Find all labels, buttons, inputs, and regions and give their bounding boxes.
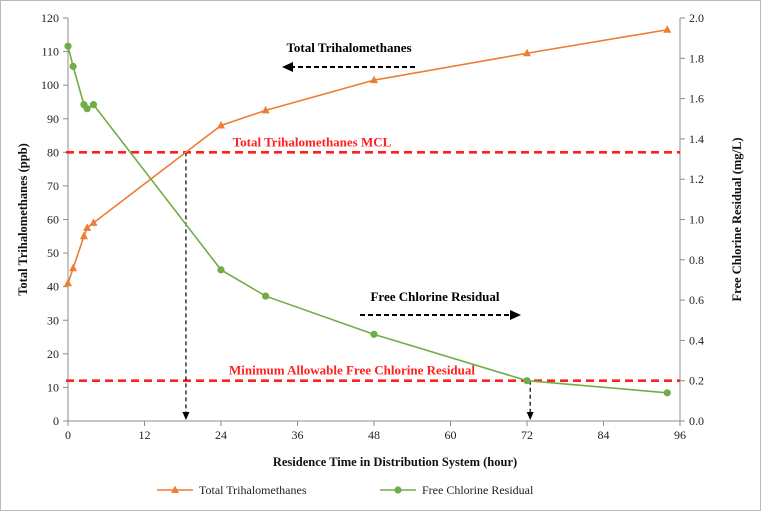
x-tick-label: 60 <box>445 428 457 442</box>
y-right-tick-label: 1.6 <box>689 92 704 106</box>
data-point-triangle <box>370 75 378 84</box>
reference-line-label: Total Trihalomethanes MCL <box>233 134 392 149</box>
data-point-circle <box>89 101 98 109</box>
y-left-tick-label: 70 <box>47 179 59 193</box>
y-right-tick-label: 0.8 <box>689 253 704 267</box>
data-point-circle <box>663 389 671 397</box>
data-point-circle <box>217 266 225 274</box>
data-point-circle <box>262 292 270 300</box>
x-tick-label: 36 <box>292 428 304 442</box>
data-point-circle <box>370 330 378 338</box>
y-right-tick-label: 2.0 <box>689 11 704 25</box>
legend-marker-triangle <box>171 485 179 493</box>
y-left-tick-label: 0 <box>53 414 59 428</box>
y-right-tick-label: 0.2 <box>689 374 704 388</box>
data-point-circle <box>69 62 77 70</box>
reference-lines: Total Trihalomethanes MCL Minimum Allowab… <box>66 134 680 420</box>
y-right-tick-label: 0.6 <box>689 293 704 307</box>
axes: 0 12 24 36 48 60 72 84 96 0 10 20 30 40 50 60 70 80 90 100 1… <box>16 11 744 469</box>
legend-label: Total Trihalomethanes <box>199 483 307 497</box>
annotation-arrowhead <box>282 62 293 72</box>
x-tick-label: 48 <box>368 428 380 442</box>
series-line <box>67 28 668 284</box>
annotation-arrowhead <box>510 310 521 320</box>
annotations: Total Trihalomethanes Free Chlorine Resid… <box>282 40 521 320</box>
y-left-tick-label: 30 <box>47 313 59 327</box>
y-left-tick-label: 20 <box>47 347 59 361</box>
y-left-tick-label: 50 <box>47 246 59 260</box>
y-right-tick-label: 1.2 <box>689 172 704 186</box>
data-point-triangle <box>523 48 531 57</box>
data-point-triangle <box>83 223 92 231</box>
x-axis-title: Residence Time in Distribution System (h… <box>273 455 517 469</box>
data-point-triangle <box>217 120 225 129</box>
series <box>64 25 672 397</box>
y-left-tick-label: 120 <box>41 11 59 25</box>
y-left-tick-label: 60 <box>47 213 59 227</box>
legend: Total Trihalomethanes Free Chlorine Resid… <box>157 483 534 497</box>
y-left-tick-label: 90 <box>47 112 59 126</box>
x-tick-label: 84 <box>598 428 610 442</box>
y-left-tick-label: 40 <box>47 280 59 294</box>
drop-line-arrowhead <box>182 412 190 420</box>
series-line <box>67 46 668 394</box>
annotation-label: Free Chlorine Residual <box>370 289 499 304</box>
y-left-tick-label: 100 <box>41 78 59 92</box>
data-point-circle <box>83 105 91 113</box>
x-tick-label: 12 <box>139 428 151 442</box>
y-right-tick-label: 0.0 <box>689 414 704 428</box>
x-tick-label: 72 <box>521 428 533 442</box>
data-point-triangle <box>64 278 72 287</box>
y-right-tick-label: 1.0 <box>689 213 704 227</box>
data-point-triangle <box>663 25 672 33</box>
drop-line-arrowhead <box>526 412 534 420</box>
legend-marker-circle <box>394 486 402 494</box>
annotation-label: Total Trihalomethanes <box>286 40 411 55</box>
y-axis-left-title: Total Trihalomethanes (ppb) <box>16 143 30 296</box>
data-point-triangle <box>79 231 88 240</box>
data-point-circle <box>523 377 531 385</box>
y-right-tick-label: 1.4 <box>689 132 704 146</box>
y-left-tick-label: 110 <box>41 45 59 59</box>
reference-line-label: Minimum Allowable Free Chlorine Residual <box>229 363 475 378</box>
y-left-tick-label: 10 <box>47 380 59 394</box>
y-right-tick-label: 0.4 <box>689 333 704 347</box>
data-point-triangle <box>261 105 270 114</box>
y-left-tick-label: 80 <box>47 145 59 159</box>
x-tick-label: 0 <box>65 428 71 442</box>
y-right-tick-label: 1.8 <box>689 51 704 65</box>
x-tick-label: 96 <box>674 428 686 442</box>
y-axis-right-title: Free Chlorine Residual (mg/L) <box>730 138 744 302</box>
data-point-triangle <box>69 263 78 272</box>
data-point-circle <box>64 42 72 50</box>
data-point-triangle <box>89 218 98 226</box>
x-tick-label: 24 <box>215 428 227 442</box>
legend-label: Free Chlorine Residual <box>422 483 534 497</box>
